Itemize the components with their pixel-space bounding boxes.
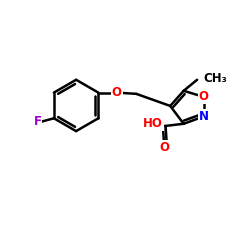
Text: CH₃: CH₃ <box>204 72 228 85</box>
Text: F: F <box>34 116 42 128</box>
Text: O: O <box>199 90 209 104</box>
Text: N: N <box>199 110 209 123</box>
Text: O: O <box>159 141 169 154</box>
Text: HO: HO <box>143 117 163 130</box>
Text: O: O <box>112 86 122 99</box>
